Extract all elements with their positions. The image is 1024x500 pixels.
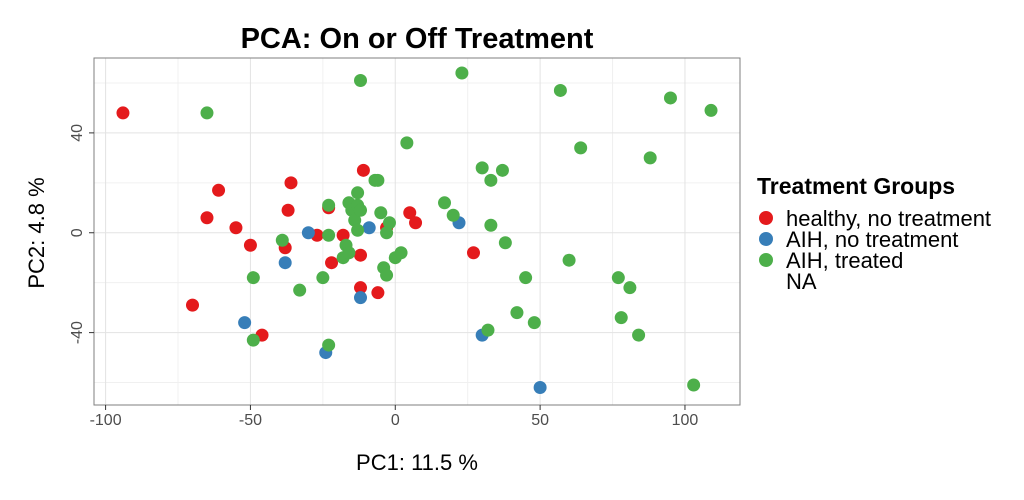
data-point: [301, 226, 315, 240]
legend-label: healthy, no treatment: [786, 206, 991, 231]
data-point: [623, 281, 637, 295]
x-axis-title: PC1: 11.5 %: [356, 450, 478, 475]
data-point: [354, 73, 368, 87]
x-tick-label: -100: [90, 412, 122, 429]
data-point: [322, 338, 336, 352]
data-point: [348, 213, 362, 227]
data-point: [185, 298, 199, 312]
data-point: [374, 206, 388, 220]
data-point: [382, 216, 396, 230]
data-point: [498, 236, 512, 250]
data-point: [527, 316, 541, 330]
data-point: [562, 253, 576, 267]
data-point: [574, 141, 588, 155]
x-axis-ticks: -100 -50 0 50 100: [90, 405, 699, 429]
legend-title: Treatment Groups: [757, 173, 955, 199]
legend: Treatment Groups healthy, no treatmentAI…: [757, 173, 991, 294]
data-point: [116, 106, 130, 120]
x-tick-label: 50: [531, 412, 549, 429]
data-point: [278, 256, 292, 270]
data-point: [403, 206, 417, 220]
y-tick-label: 40: [69, 124, 86, 142]
data-point: [362, 221, 376, 235]
legend-key: [759, 211, 773, 225]
data-point: [322, 198, 336, 212]
data-point: [354, 281, 368, 295]
data-point: [275, 233, 289, 247]
data-point: [495, 163, 509, 177]
data-point: [342, 246, 356, 260]
y-tick-label: 0: [69, 228, 86, 237]
legend-label: NA: [786, 269, 817, 294]
x-tick-label: 0: [391, 412, 400, 429]
data-point: [409, 216, 423, 230]
data-point: [380, 268, 394, 282]
x-tick-label: 100: [672, 412, 699, 429]
data-point: [611, 271, 625, 285]
data-point: [284, 176, 298, 190]
data-point: [481, 323, 495, 337]
data-point: [400, 136, 414, 150]
data-point: [438, 196, 452, 210]
data-point: [351, 186, 365, 200]
data-point: [614, 311, 628, 325]
data-point: [632, 328, 646, 342]
data-point: [322, 228, 336, 242]
data-points: [116, 66, 718, 395]
data-point: [354, 291, 368, 305]
data-point: [354, 248, 368, 262]
chart-title: PCA: On or Off Treatment: [241, 23, 594, 55]
data-point: [200, 106, 214, 120]
legend-label: AIH, treated: [786, 248, 903, 273]
data-point: [316, 271, 330, 285]
data-point: [704, 103, 718, 117]
data-point: [212, 183, 226, 197]
data-point: [466, 246, 480, 260]
data-point: [484, 218, 498, 232]
data-point: [281, 203, 295, 217]
grid-lines: [94, 58, 740, 405]
data-point: [371, 286, 385, 300]
x-tick-label: -50: [239, 412, 262, 429]
data-point: [243, 238, 257, 252]
data-point: [229, 221, 243, 235]
data-point: [484, 173, 498, 187]
data-point: [351, 223, 365, 237]
data-point: [394, 246, 408, 260]
plot-panel: [94, 58, 740, 405]
data-point: [238, 316, 252, 330]
plot-border: [93, 57, 741, 406]
y-axis-ticks: -40 0 40: [69, 124, 94, 344]
data-point: [643, 151, 657, 165]
data-point: [200, 211, 214, 225]
data-point: [354, 203, 368, 217]
data-point: [533, 381, 547, 395]
data-point: [510, 306, 524, 320]
data-point: [371, 173, 385, 187]
legend-key: [759, 253, 773, 267]
legend-key: [759, 232, 773, 246]
data-point: [553, 83, 567, 97]
data-point: [293, 283, 307, 297]
legend-label: AIH, no treatment: [786, 227, 958, 252]
y-tick-label: -40: [69, 321, 86, 344]
data-point: [519, 271, 533, 285]
data-point: [455, 66, 469, 80]
data-point: [475, 161, 489, 175]
data-point: [663, 91, 677, 105]
data-point: [446, 208, 460, 222]
data-point: [325, 256, 339, 270]
data-point: [336, 228, 350, 242]
data-point: [246, 271, 260, 285]
y-axis-title: PC2: 4.8 %: [24, 177, 49, 288]
data-point: [687, 378, 701, 392]
data-point: [246, 333, 260, 347]
data-point: [356, 163, 370, 177]
data-point: [380, 226, 394, 240]
